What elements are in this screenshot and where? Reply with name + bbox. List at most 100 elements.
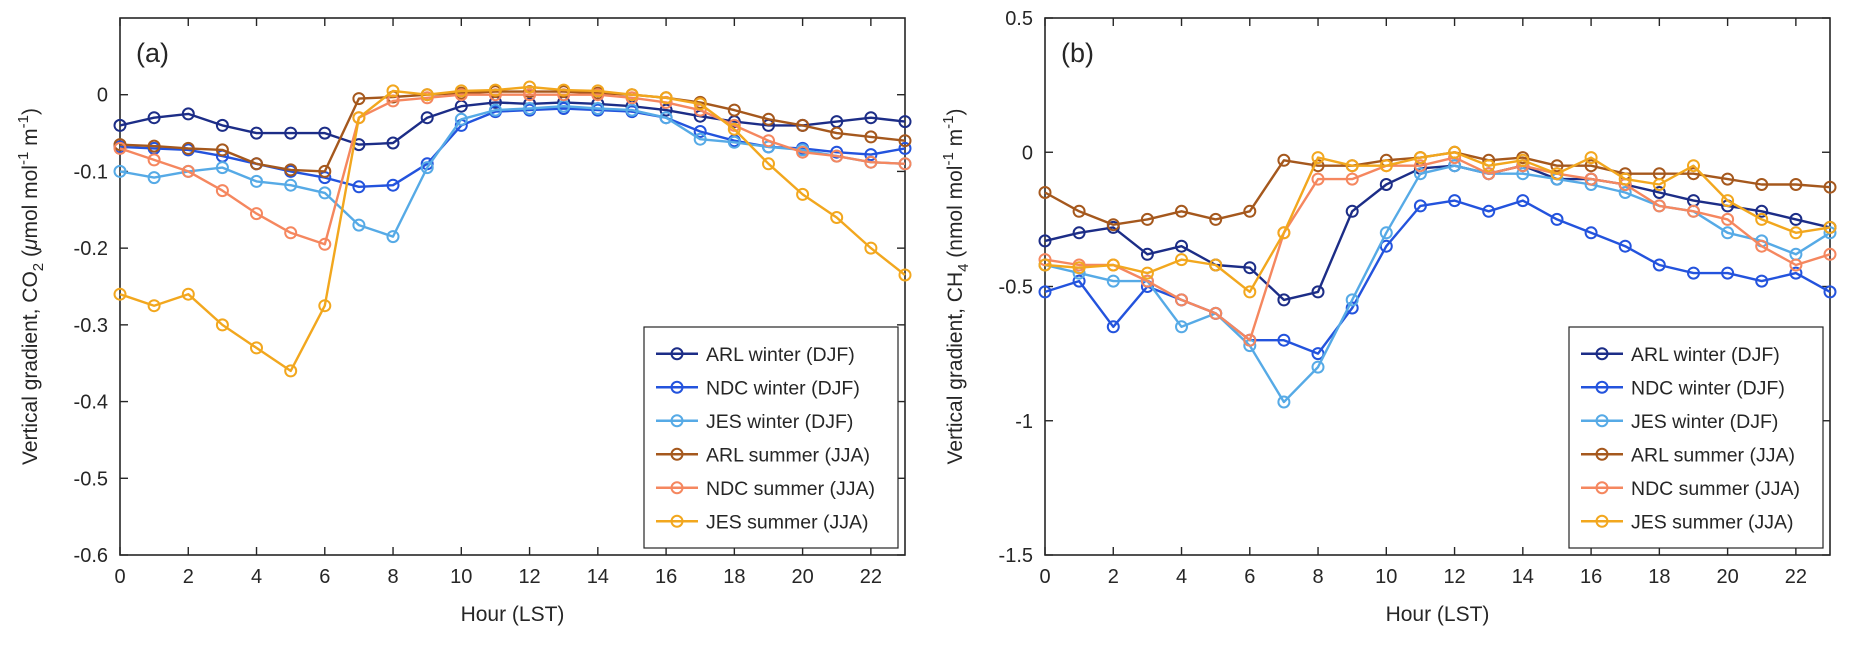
marker-ndc-winter [1106,320,1120,334]
marker-jes-winter [1823,226,1837,240]
marker-jes-summer [1072,261,1086,275]
marker-ndc-winter [1482,204,1496,218]
marker-jes-summer [1140,266,1154,280]
marker-arl-summer [284,163,298,177]
marker-arl-summer [147,139,161,153]
x-tick-label: 8 [387,566,398,588]
marker-arl-summer [181,141,195,155]
marker-arl-winter [1311,285,1325,299]
marker-jes-summer [727,122,741,136]
marker-ndc-summer [1209,306,1223,320]
marker-jes-summer [1789,226,1803,240]
marker-jes-summer [1482,159,1496,173]
marker-jes-summer [898,268,912,282]
x-tick-label: 2 [183,566,194,588]
x-tick-label: 8 [1312,566,1323,588]
marker-ndc-winter [352,180,366,194]
marker-jes-winter [1379,226,1393,240]
marker-arl-winter [284,126,298,140]
panel-a: 0 2 4 6 8 10 12 14 16 18 20 22 0 -0.1 -0.2 -0.3 -0.4 -0.5… [15,17,912,626]
marker-jes-winter [1175,320,1188,334]
marker-jes-summer [215,318,229,332]
y-tick-label: 0 [97,85,108,107]
marker-ndc-winter [1448,194,1462,208]
legend-marker-arl-summer [1595,447,1609,461]
marker-arl-summer [215,143,229,157]
panel-b: 0 2 4 6 8 10 12 14 16 18 20 22 0.5 0 -0.5 -1 -1.5 (b) Hour… [925,0,1850,657]
marker-jes-winter [1448,159,1462,173]
legend-label-ndc-winter: NDC winter (DJF) [706,377,860,399]
marker-arl-summer [762,112,775,126]
marker-jes-winter [386,230,400,244]
marker-jes-summer [1721,194,1735,208]
y-tick-label: -0.3 [74,315,108,337]
marker-arl-winter [1175,239,1188,253]
marker-jes-winter [523,102,537,115]
marker-ndc-summer [215,184,229,198]
marker-jes-summer [1687,159,1700,173]
marker-ndc-winter [693,125,707,138]
panel-label: (a) [136,38,169,68]
marker-jes-summer [454,84,468,98]
marker-jes-summer [1311,151,1325,165]
marker-jes-winter [352,218,366,232]
y-tick-label: -0.1 [74,161,108,183]
marker-jes-summer [1106,258,1120,272]
marker-arl-summer [898,134,912,148]
x-tick-label: 16 [655,566,677,588]
x-tick-label: 18 [723,566,745,588]
legend-box [1568,326,1824,549]
y-tick-label: -0.6 [74,545,108,567]
marker-jes-winter [488,103,502,117]
marker-jes-summer [318,299,332,313]
marker-jes-summer [659,91,673,105]
marker-arl-winter [318,126,332,140]
marker-ndc-summer [250,207,263,221]
y-axis-title: Vertical gradient, CH4 (nmol mol-1 m-1) [940,109,972,465]
marker-arl-summer [1687,167,1700,181]
marker-jes-summer [1209,258,1223,272]
marker-arl-winter [1789,212,1803,226]
marker-arl-winter [1277,293,1291,307]
marker-jes-winter [1277,395,1291,409]
marker-jes-summer [113,287,127,301]
legend-label-ndc-summer: NDC summer (JJA) [1631,478,1800,500]
marker-jes-winter [284,178,298,192]
legend-label-ndc-summer: NDC summer (JJA) [706,478,875,500]
marker-arl-winter [1755,204,1769,218]
x-tick-label: 16 [1580,566,1602,588]
legend-marker-arl-winter [670,347,684,361]
marker-arl-winter [1243,261,1257,275]
marker-arl-summer [318,164,332,178]
y-tick-label: -0.2 [74,238,108,260]
marker-jes-summer [1413,151,1427,165]
legend-marker-ndc-winter [670,380,684,394]
marker-arl-summer [1550,159,1564,173]
marker-jes-winter [1618,186,1632,199]
marker-arl-summer [352,92,366,106]
marker-jes-winter [113,164,127,178]
y-tick-label: -1.5 [999,545,1033,567]
marker-jes-summer [147,299,161,313]
marker-jes-winter [1345,293,1359,307]
marker-arl-summer [1823,180,1837,194]
x-tick-label: 6 [319,566,330,588]
marker-jes-summer [1379,159,1393,173]
x-tick-label: 0 [114,566,125,588]
marker-ndc-winter [1823,285,1837,299]
marker-jes-summer [1345,159,1359,173]
marker-jes-winter [1721,226,1735,240]
marker-jes-summer [1584,151,1598,165]
x-tick-label: 10 [450,566,472,588]
marker-ndc-winter [898,141,912,155]
x-tick-label: 20 [791,566,813,588]
marker-ndc-winter [1584,226,1598,240]
marker-arl-winter [181,107,195,121]
marker-jes-summer [1277,226,1291,240]
marker-jes-summer [1038,258,1052,272]
marker-arl-winter [147,111,161,125]
marker-ndc-winter [386,178,400,192]
x-tick-label: 12 [1443,566,1465,588]
marker-ndc-summer [1823,247,1837,261]
